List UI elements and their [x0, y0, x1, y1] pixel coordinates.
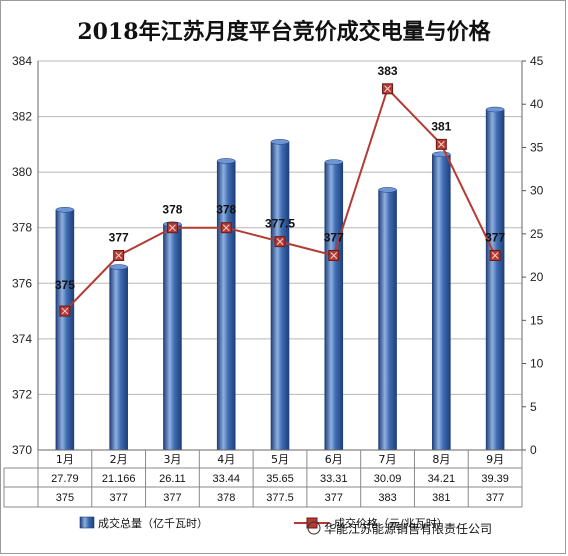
- right-axis-tick-label: 25: [530, 227, 544, 241]
- category-label: 5月: [271, 453, 289, 466]
- price-data-label: 377: [485, 231, 505, 245]
- right-axis-tick-label: 45: [530, 54, 544, 68]
- bar: [324, 161, 344, 451]
- category-label: 4月: [217, 453, 235, 466]
- category-label: 8月: [432, 453, 450, 466]
- price-marker-x: [437, 141, 445, 148]
- bar: [55, 209, 75, 451]
- price-data-label: 377: [324, 231, 344, 245]
- price-marker-x: [491, 252, 499, 259]
- price-marker-x: [61, 307, 69, 315]
- legend: 成交总量（亿千瓦时） 成交价格（元/兆瓦时）华能江苏能源销售有限责任公司: [79, 516, 492, 536]
- bar: [432, 153, 451, 451]
- bar-cap: [216, 158, 236, 164]
- price-data-label: 377.5: [265, 217, 295, 231]
- table-cell: 26.11: [159, 473, 186, 485]
- table-cell: 377: [109, 492, 127, 504]
- left-axis-tick-label: 374: [12, 332, 32, 346]
- left-axis-tick-label: 378: [12, 221, 32, 235]
- price-marker-x: [276, 238, 284, 245]
- line-series: 375 377 378 378 377.5 377 383 381 377: [55, 64, 505, 317]
- table-cell: 375: [56, 492, 74, 504]
- bar-cap: [109, 264, 128, 270]
- right-axis-tick-label: 35: [530, 140, 544, 154]
- right-axis-tick-label: 10: [530, 357, 544, 371]
- category-label: 6月: [325, 453, 343, 466]
- table-cell: 33.44: [212, 473, 240, 485]
- price-data-label: 383: [378, 64, 398, 78]
- left-axis-tick-label: 376: [12, 276, 32, 290]
- wechat-logo-icon: [307, 521, 321, 535]
- right-axis-tick-label: 30: [530, 184, 544, 198]
- price-marker-x: [330, 252, 338, 259]
- watermark-text: 华能江苏能源销售有限责任公司: [324, 521, 492, 536]
- bar-cap: [378, 187, 397, 193]
- table-cell: 21.166: [102, 473, 136, 485]
- category-label: 3月: [163, 453, 181, 466]
- price-data-label: 378: [216, 203, 236, 217]
- left-axis-tick-label: 370: [12, 443, 32, 457]
- right-axis-tick-label: 40: [530, 97, 544, 111]
- price-marker-x: [384, 85, 391, 93]
- category-label: 1月: [56, 453, 74, 466]
- legend-bar-label: 成交总量（亿千瓦时）: [98, 516, 208, 530]
- price-data-label: 381: [431, 119, 451, 133]
- left-axis-tick-label: 372: [12, 387, 32, 401]
- price-data-label: 375: [55, 278, 75, 292]
- table-cell: 377.5: [266, 492, 294, 504]
- bar: [485, 109, 505, 451]
- right-axis-tick-label: 5: [530, 400, 537, 414]
- bar-cap: [55, 207, 75, 213]
- axes: 370 372 374 376 378 380 382 384 0 5 10 15 20 25 30 35 40…: [12, 54, 544, 457]
- bar-cap: [270, 139, 290, 145]
- bar: [163, 223, 182, 451]
- table-cell: 378: [217, 492, 235, 504]
- table-cell: 39.39: [481, 473, 509, 485]
- right-axis-tick-label: 15: [530, 313, 544, 327]
- left-axis-tick-label: 380: [12, 165, 32, 179]
- legend-bar-swatch: [79, 516, 95, 529]
- table-cell: 377: [163, 492, 181, 504]
- table-cell: 377: [486, 492, 504, 504]
- left-axis-tick-label: 384: [12, 54, 32, 68]
- right-axis-tick-label: 0: [530, 443, 537, 457]
- table-cell: 35.65: [266, 473, 294, 485]
- table-cell: 33.31: [320, 473, 348, 485]
- price-marker-x: [169, 224, 176, 232]
- price-marker-x: [222, 224, 230, 232]
- price-data-label: 378: [162, 203, 182, 217]
- bar: [109, 266, 128, 451]
- table-cell: 383: [378, 492, 396, 504]
- table-cell: 34.21: [428, 473, 456, 485]
- bar-cap: [324, 159, 344, 165]
- bar-cap: [485, 106, 505, 113]
- category-label: 2月: [110, 453, 128, 466]
- table-cell: 27.79: [51, 473, 79, 485]
- bar: [270, 141, 290, 451]
- price-marker-x: [115, 252, 123, 259]
- data-table: 1月 2月 3月 4月 5月 6月 7月 8月 9月 27.79 21.166 26.11 33.44 3…: [3, 450, 523, 508]
- legend-line-label: 成交价格（元/兆瓦时）: [334, 516, 448, 530]
- table-cell: 30.09: [374, 473, 402, 485]
- left-axis-tick-label: 382: [12, 110, 32, 124]
- right-axis-tick-label: 20: [530, 270, 544, 284]
- bar-series: [55, 106, 505, 451]
- category-label: 9月: [486, 453, 504, 466]
- table-cell: 381: [432, 492, 450, 504]
- chart-title: 2018年江苏月度平台竞价成交电量与价格: [77, 19, 491, 45]
- price-data-label: 377: [109, 231, 129, 245]
- category-label: 7月: [379, 453, 397, 466]
- table-cell: 377: [325, 492, 343, 504]
- bar: [378, 189, 397, 451]
